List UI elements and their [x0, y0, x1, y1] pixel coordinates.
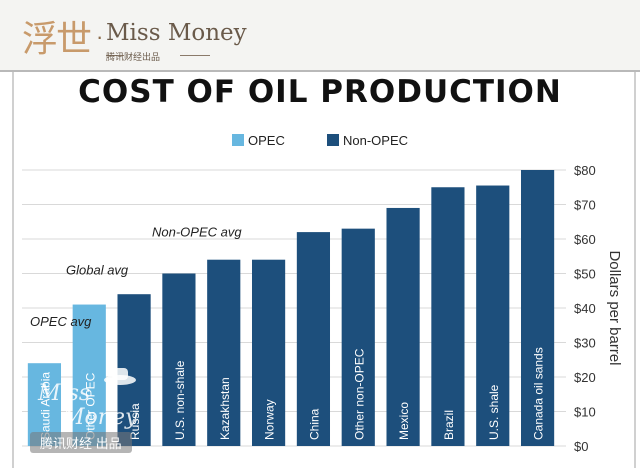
category-label: U.S. shale [487, 384, 501, 440]
brand-logo-chinese: 浮世 [22, 19, 92, 60]
bar-china [296, 232, 331, 446]
y-tick-label: $70 [574, 198, 596, 213]
category-label: U.S. non-shale [173, 360, 187, 440]
y-tick-label: $10 [574, 405, 596, 420]
legend-swatch [232, 134, 244, 146]
logo-rule-left [106, 55, 124, 56]
bar-other-non-opec [341, 228, 375, 446]
bar-norway [251, 259, 286, 446]
y-tick-label: $40 [574, 301, 596, 316]
chart-frame [12, 72, 636, 468]
category-label: China [307, 408, 321, 440]
category-label: Other non-OPEC [352, 348, 366, 440]
bar-mexico [386, 207, 420, 446]
annotation-label: Non-OPEC avg [152, 224, 242, 239]
category-label: Russia [128, 403, 142, 440]
bar-u-s-shale [476, 185, 510, 446]
category-label: Mexico [397, 402, 411, 440]
y-tick-label: $60 [574, 232, 596, 247]
brand-logo-dot: · [96, 24, 104, 49]
category-label: Kazakhstan [218, 377, 232, 440]
watermark-label: 腾讯财经 出品 [30, 432, 132, 453]
bar-kazakhstan [207, 259, 241, 446]
y-tick-label: $0 [574, 439, 588, 454]
legend-swatch [327, 134, 339, 146]
logo-rule-right [180, 55, 210, 56]
annotation-label: Global avg [66, 262, 129, 277]
y-tick-label: $50 [574, 267, 596, 282]
bar-u-s-non-shale [162, 273, 196, 446]
chart-title: COST OF OIL PRODUCTION [78, 74, 562, 110]
category-label: Canada oil sands [532, 347, 546, 440]
brand-logo-subtitle: 腾讯财经出品 [106, 52, 161, 62]
category-label: Norway [263, 399, 277, 440]
header-bar: 浮世 · Miss Money 腾讯财经出品 [0, 0, 640, 72]
svg-text:Miss: Miss [37, 381, 90, 406]
legend-label: OPEC [248, 133, 285, 148]
category-label: Other OPEC [83, 372, 97, 440]
bar-brazil [431, 187, 465, 446]
y-tick-label: $30 [574, 336, 596, 351]
y-tick-label: $20 [574, 370, 596, 385]
category-label: Brazil [442, 410, 456, 440]
brand-logo-english: Miss Money [106, 20, 247, 46]
y-axis-title: Dollars per barrel [606, 250, 623, 365]
svg-text:Money: Money [61, 405, 138, 430]
bar-canada-oil-sands [520, 170, 555, 446]
y-tick-label: $80 [574, 163, 596, 178]
legend-label: Non-OPEC [343, 133, 408, 148]
annotation-label: OPEC avg [30, 314, 92, 329]
bar-other-opec [72, 304, 106, 446]
watermark-emblem: Miss Money [37, 368, 138, 430]
category-label: Saudi Arabia [38, 372, 52, 440]
